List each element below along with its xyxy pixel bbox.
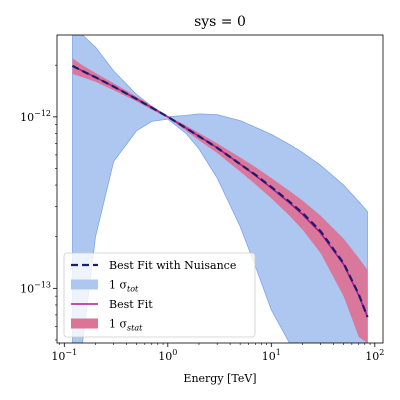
y-tick-label: 10−13: [20, 280, 51, 295]
plot-frame: [56, 34, 384, 344]
x-tick-label: 10−1: [51, 348, 77, 363]
legend-swatch-band: [71, 279, 98, 290]
x-tick-label: 101: [262, 348, 281, 363]
chart-title: sys = 0: [194, 14, 246, 30]
legend-box: [63, 252, 256, 338]
y-tick-label: 10−12: [20, 109, 51, 124]
x-tick-label: 102: [365, 348, 384, 363]
x-axis-label: Energy [TeV]: [183, 372, 256, 385]
plot-area: [72, 35, 369, 343]
legend-label: Best Fit: [109, 298, 153, 311]
best-fit-nuisance-line: [72, 64, 369, 318]
legend-label: Best Fit with Nuisance: [109, 259, 236, 272]
legend-swatch-band: [71, 318, 98, 329]
x-tick-label: 100: [158, 348, 177, 363]
sigma-tot-band: [72, 35, 368, 343]
